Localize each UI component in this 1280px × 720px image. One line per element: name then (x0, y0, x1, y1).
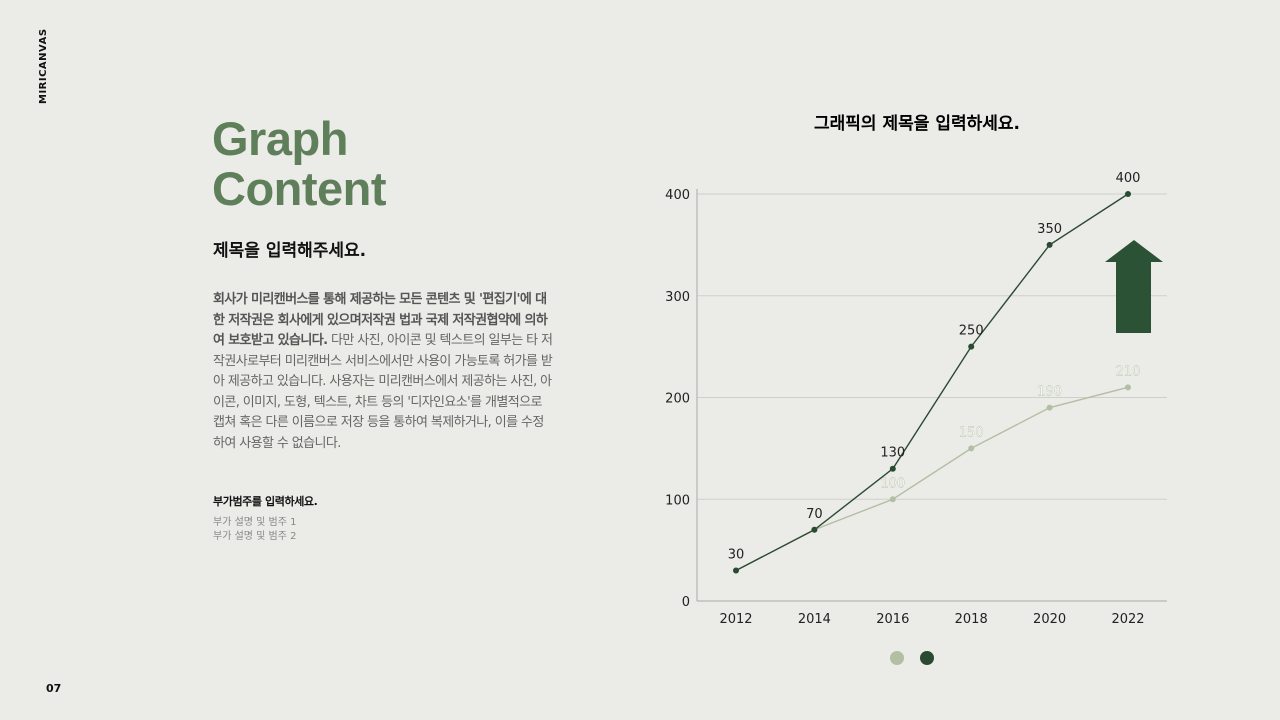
heading: Graph Content (212, 112, 387, 215)
x-tick-label: 2016 (876, 612, 909, 627)
category-title: 부가범주를 입력하세요. (213, 495, 318, 508)
category-item: 부가 설명 및 범주 1 (213, 517, 297, 528)
x-tick-label: 2014 (798, 612, 831, 627)
data-point (968, 445, 975, 452)
data-point (1125, 191, 1131, 197)
y-tick-label: 400 (665, 188, 690, 203)
data-label: 210 (1116, 364, 1141, 379)
data-label: 250 (959, 324, 984, 339)
legend-marker (920, 651, 934, 665)
paragraph-text: 다만 사진, 아이콘 및 텍스트의 일부는 타 저작권사로부터 미리캔버스 서비… (213, 333, 553, 451)
y-tick-label: 300 (665, 290, 690, 305)
paragraph-bold: 회사가 미리캔버스를 통해 제공하는 모든 콘텐츠 및 '편집기'에 대한 저작… (213, 292, 548, 348)
data-point (1046, 241, 1053, 248)
data-point (1125, 384, 1131, 391)
data-point (1046, 404, 1053, 411)
data-label: 150 (959, 425, 984, 440)
data-point (733, 567, 739, 574)
chart-title: 그래픽의 제목을 입력하세요. (814, 114, 1020, 134)
y-tick-label: 0 (682, 595, 690, 610)
heading-line: Content (212, 162, 387, 215)
y-tick-label: 100 (665, 493, 690, 508)
heading-line: Graph (212, 112, 348, 165)
data-point (889, 465, 896, 472)
series-line (735, 193, 1129, 572)
data-point (968, 343, 975, 350)
paragraph: 회사가 미리캔버스를 통해 제공하는 모든 콘텐츠 및 '편집기'에 대한 저작… (213, 290, 553, 454)
data-point (811, 526, 818, 533)
data-label: 350 (1037, 222, 1062, 237)
data-label: 190 (1037, 385, 1062, 400)
y-tick-label: 200 (665, 392, 690, 407)
data-label: 30 (728, 547, 745, 562)
subtitle: 제목을 입력해주세요. (213, 241, 367, 261)
category-item: 부가 설명 및 범주 2 (213, 531, 297, 542)
x-tick-label: 2012 (719, 612, 752, 627)
series-line (735, 386, 1129, 572)
x-tick-label: 2020 (1033, 612, 1066, 627)
data-label: 70 (806, 507, 823, 522)
up-arrow-icon (1105, 240, 1163, 333)
page-number: 07 (46, 682, 62, 695)
legend-marker (890, 651, 904, 665)
data-label: 100 (880, 476, 905, 491)
data-point (889, 496, 896, 503)
data-label: 400 (1116, 171, 1141, 186)
data-label: 130 (880, 446, 905, 461)
x-tick-label: 2022 (1111, 612, 1144, 627)
x-tick-label: 2018 (955, 612, 988, 627)
